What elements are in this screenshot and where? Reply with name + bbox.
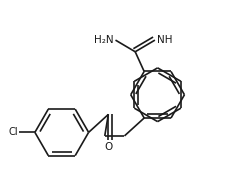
Text: H₂N: H₂N (94, 35, 114, 45)
Text: NH: NH (157, 35, 172, 45)
Text: Cl: Cl (8, 127, 18, 137)
Text: O: O (104, 142, 112, 152)
